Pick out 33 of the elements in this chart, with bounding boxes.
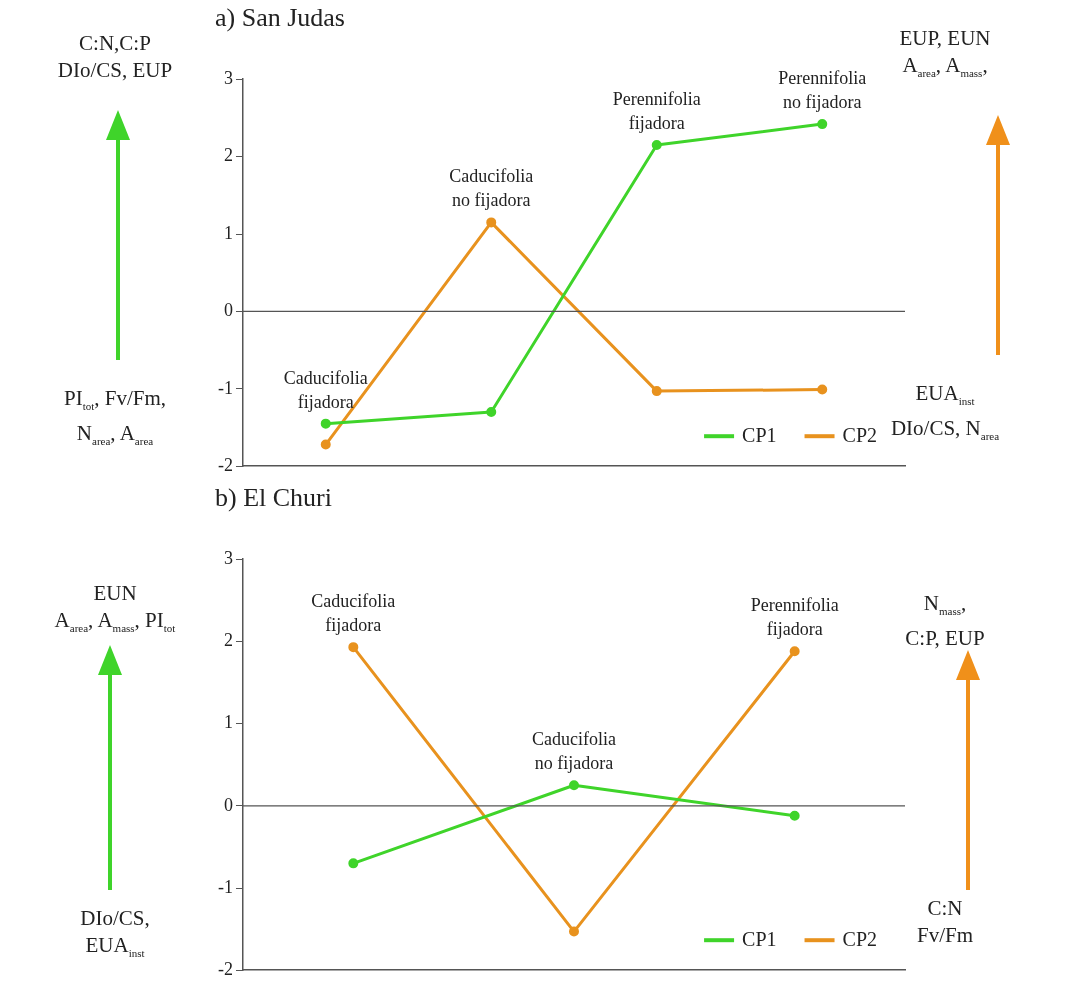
y-tick-label: 1: [223, 712, 233, 733]
legend-label: CP2: [842, 928, 878, 951]
y-tick-label: 2: [223, 630, 233, 651]
legend-label: CP1: [742, 928, 777, 951]
text: EUN A$_{area}$, A$_{mass}$, PI$_{tot}$: [54, 581, 176, 635]
annotation: Caducifolia fijadora: [283, 367, 368, 412]
chart-title: a) San Judas: [215, 3, 345, 33]
legend-label: CP2: [842, 424, 878, 447]
annotation: N$_{mass}$, C:P, EUP: [905, 591, 985, 651]
y-tick-label: -2: [217, 454, 233, 475]
annotation: Caducifolia fijadora: [311, 591, 396, 636]
legend-label: CP1: [742, 424, 777, 447]
annotation: Caducifolia no fijadora: [532, 729, 616, 774]
y-tick-label: 3: [223, 67, 233, 88]
text: EUP, EUN A$_{area}$, A$_{mass}$,: [899, 26, 991, 80]
y-tick-label: -1: [217, 377, 233, 398]
annotation: Perennifolia fijadora: [750, 595, 839, 640]
annotation: EUA$_{inst}$ DIo/CS, N$_{area}$: [890, 381, 1000, 443]
text: C:N,C:P DIo/CS, EUP: [57, 31, 173, 82]
y-tick-label: 0: [223, 794, 233, 815]
y-tick-label: 0: [223, 300, 233, 321]
text: PI$_{tot}$, Fv/Fm, N$_{area}$, A$_{area}$: [63, 386, 167, 448]
y-tick-label: 3: [223, 547, 233, 568]
text: DIo/CS, EUA$_{inst}$: [80, 906, 150, 960]
chart-title: b) El Churi: [215, 483, 332, 513]
y-tick-label: -1: [217, 876, 233, 897]
y-tick-label: 2: [223, 145, 233, 166]
annotation: Perennifolia no fijadora: [778, 68, 867, 113]
y-tick-label: -2: [217, 958, 233, 979]
text: C:N Fv/Fm: [916, 896, 974, 947]
annotation: Perennifolia fijadora: [612, 88, 701, 133]
y-tick-label: 1: [223, 222, 233, 243]
annotation: Caducifolia no fijadora: [449, 166, 534, 211]
